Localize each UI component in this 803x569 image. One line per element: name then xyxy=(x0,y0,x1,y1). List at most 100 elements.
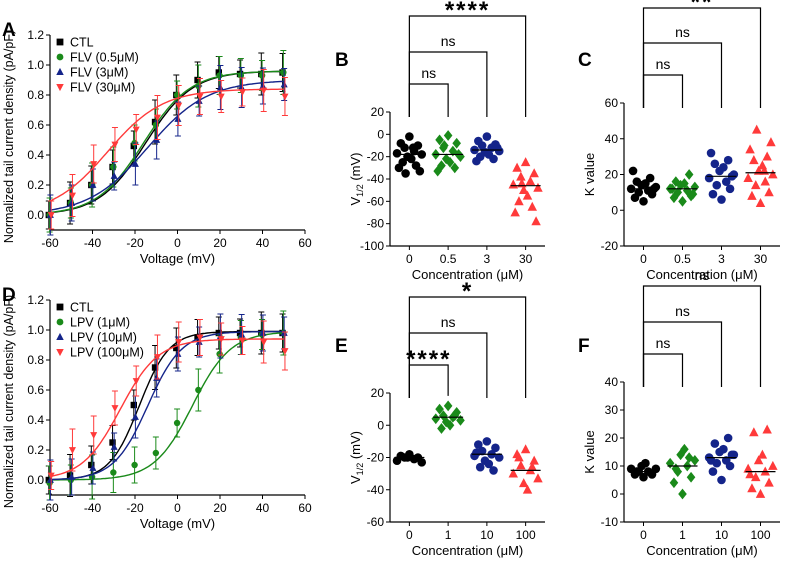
data-point xyxy=(152,449,160,457)
x-tick-label: -60 xyxy=(41,236,59,250)
fit-curve xyxy=(50,332,284,481)
y-axis-title-unit: (mV) xyxy=(348,153,363,185)
data-point xyxy=(639,472,648,482)
data-point xyxy=(445,419,455,431)
significance-label: ns xyxy=(656,335,671,351)
significance-label: ns xyxy=(441,314,456,330)
data-point xyxy=(131,413,139,420)
data-point xyxy=(196,334,204,342)
data-point xyxy=(175,102,183,110)
y-tick-label: 0.0 xyxy=(27,208,44,222)
data-point xyxy=(475,462,485,472)
data-point xyxy=(153,374,161,381)
data-point xyxy=(527,462,538,472)
data-point xyxy=(280,69,287,76)
data-point xyxy=(131,461,138,469)
data-point xyxy=(68,473,76,480)
data-point xyxy=(216,350,223,358)
data-point xyxy=(721,456,731,465)
y-tick-label: 20 xyxy=(605,431,619,445)
data-point xyxy=(708,467,718,476)
data-point xyxy=(678,195,687,207)
data-point xyxy=(518,478,529,488)
y-tick-label: 20 xyxy=(605,168,619,182)
legend-marker xyxy=(56,38,64,46)
y-tick-label: -10 xyxy=(601,515,619,529)
x-tick-label: 60 xyxy=(298,236,312,250)
data-point xyxy=(712,180,722,190)
significance-label: ns xyxy=(695,267,710,283)
data-point xyxy=(764,187,774,197)
data-point xyxy=(89,181,97,188)
x-tick-label: 30 xyxy=(754,252,768,266)
data-point xyxy=(529,455,539,465)
data-point xyxy=(516,460,526,470)
data-point xyxy=(747,483,757,493)
x-tick-label: 0.5 xyxy=(440,252,457,266)
data-point xyxy=(130,401,137,409)
x-axis-title: Concentration (μM) xyxy=(412,543,524,558)
data-point xyxy=(88,461,95,469)
y-tick-label: 1.0 xyxy=(27,323,44,337)
y-tick-label: 0.4 xyxy=(27,413,44,427)
data-point xyxy=(450,410,460,421)
data-point xyxy=(443,400,453,412)
data-point xyxy=(510,207,520,217)
y-axis-title-sub: 1/2 xyxy=(355,184,365,197)
panel-letter: D xyxy=(2,285,16,306)
x-tick-label: 10 xyxy=(715,528,729,542)
data-point xyxy=(238,89,246,96)
data-point xyxy=(684,169,694,180)
data-point xyxy=(405,132,414,141)
data-point xyxy=(673,187,683,198)
data-point xyxy=(90,432,98,439)
data-point xyxy=(472,448,481,457)
y-axis-title: K value xyxy=(582,430,597,473)
y-tick-label: 0.8 xyxy=(27,353,44,367)
data-point xyxy=(727,450,737,460)
panel-letter: C xyxy=(578,50,592,71)
data-point xyxy=(474,440,483,449)
data-point xyxy=(216,83,224,91)
data-point xyxy=(111,141,119,149)
y-axis-title-unit: (mV) xyxy=(348,431,363,463)
data-point xyxy=(111,405,119,412)
data-point xyxy=(217,93,225,101)
data-point xyxy=(408,143,418,153)
data-point xyxy=(258,72,266,79)
data-point xyxy=(175,339,183,346)
data-point xyxy=(433,165,442,177)
data-point xyxy=(533,473,543,483)
data-point xyxy=(47,212,55,219)
legend-marker xyxy=(56,53,64,61)
data-point xyxy=(751,180,761,190)
legend-label: CTL xyxy=(70,301,94,315)
data-point xyxy=(46,476,54,483)
x-tick-label: -20 xyxy=(126,501,144,515)
panel-letter: B xyxy=(335,50,349,71)
data-point xyxy=(749,427,759,437)
data-point xyxy=(68,192,76,200)
x-tick-label: 40 xyxy=(256,236,270,250)
y-tick-label: -80 xyxy=(367,217,385,231)
legend-marker xyxy=(56,67,64,76)
x-tick-label: 0 xyxy=(640,528,647,542)
x-tick-label: 40 xyxy=(256,501,270,515)
data-point xyxy=(280,80,288,88)
significance-label: ** xyxy=(691,0,714,16)
y-axis-title: V1/2 (mV) xyxy=(348,153,365,206)
data-point xyxy=(392,149,402,158)
data-point xyxy=(417,458,427,467)
data-point xyxy=(688,188,698,200)
data-point xyxy=(628,166,638,176)
x-axis-title: Concentration (μM) xyxy=(646,267,758,282)
data-point xyxy=(238,330,246,338)
data-point xyxy=(132,378,140,385)
y-tick-label: 40 xyxy=(605,132,619,146)
data-point xyxy=(472,156,481,166)
y-tick-label: -40 xyxy=(367,172,385,186)
data-point xyxy=(489,466,498,475)
data-point xyxy=(680,443,689,455)
y-tick-label: 0.6 xyxy=(27,383,44,397)
legend-marker xyxy=(56,83,64,92)
